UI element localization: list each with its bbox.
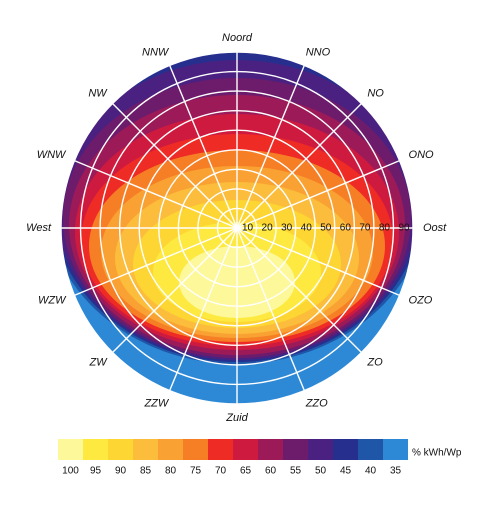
tilt-label-90: 90 [398,223,410,234]
tilt-label-40: 40 [301,223,313,234]
direction-label-NNO: NNO [306,46,331,58]
grid-spoke-ONO [236,160,400,229]
tilt-label-30: 30 [281,223,293,234]
legend-label-35: 35 [390,466,402,477]
grid-spoke-ZZW [169,227,238,391]
grid-spoke-NO [236,103,362,229]
direction-label-WNW: WNW [37,149,67,161]
grid-spoke-NNW [169,65,238,229]
grid-spoke-NNO [236,65,305,229]
direction-label-ONO: ONO [409,149,435,161]
direction-label-NW: NW [88,88,108,100]
grid-spoke-NW [112,103,238,229]
direction-label-ZW: ZW [89,356,109,368]
tilt-label-10: 10 [242,223,254,234]
grid-spoke-ZW [112,227,238,353]
legend-label-100: 100 [62,466,79,477]
legend-swatch-75 [183,439,208,460]
legend-swatch-45 [333,439,358,460]
legend-swatch-60 [258,439,283,460]
legend-swatch-50 [308,439,333,460]
legend-swatch-35 [383,439,408,460]
legend-label-80: 80 [165,466,177,477]
grid-spoke-ZZO [236,227,305,391]
legend-label-60: 60 [265,466,277,477]
legend-label-85: 85 [140,466,152,477]
legend-label-50: 50 [315,466,327,477]
tilt-label-50: 50 [320,223,332,234]
direction-label-West: West [26,222,52,234]
grid-spoke-ZO [236,227,362,353]
tilt-label-70: 70 [359,223,371,234]
legend-swatch-40 [358,439,383,460]
polar-grid [60,51,414,405]
legend-swatch-85 [133,439,158,460]
legend-swatch-80 [158,439,183,460]
tilt-tick-labels: 10 20 30 40 50 60 70 80 90 [242,223,410,234]
legend-label-65: 65 [240,466,252,477]
direction-label-OZO: OZO [409,295,433,307]
legend-swatch-55 [283,439,308,460]
direction-label-Zuid: Zuid [225,412,248,424]
legend-label-40: 40 [365,466,377,477]
legend-swatch-95 [83,439,108,460]
plot-area: 10 20 30 40 50 60 70 80 90 Noord NNO NO ONO Oost OZO Z… [26,32,447,424]
tilt-label-60: 60 [340,223,352,234]
legend-label-55: 55 [290,466,302,477]
grid-spoke-WNW [74,160,238,229]
legend: 100 95 90 85 80 75 70 65 60 55 50 45 40 35 % kWh/Wp [58,439,462,477]
direction-label-ZZO: ZZO [305,397,328,409]
direction-label-Noord: Noord [222,32,253,44]
legend-label-70: 70 [215,466,227,477]
legend-label-95: 95 [90,466,102,477]
direction-label-WZW: WZW [38,295,67,307]
legend-label-45: 45 [340,466,352,477]
direction-labels: Noord NNO NO ONO Oost OZO ZO ZZO Zuid ZZW ZW WZW Wes… [26,32,447,424]
grid-spoke-WZW [74,227,238,296]
direction-label-Oost: Oost [423,222,447,234]
legend-label-90: 90 [115,466,127,477]
legend-swatch-90 [108,439,133,460]
legend-swatch-100 [58,439,83,460]
tilt-label-20: 20 [262,223,274,234]
grid-spoke-OZO [236,227,400,296]
legend-swatch-65 [233,439,258,460]
direction-label-ZO: ZO [366,356,383,368]
legend-swatches [58,439,408,460]
direction-label-NO: NO [367,88,384,100]
legend-label-75: 75 [190,466,202,477]
legend-swatch-70 [208,439,233,460]
legend-labels: 100 95 90 85 80 75 70 65 60 55 50 45 40 35 [62,466,401,477]
legend-unit: % kWh/Wp [412,448,462,459]
tilt-label-80: 80 [379,223,391,234]
direction-label-NNW: NNW [142,46,170,58]
direction-label-ZZW: ZZW [143,397,169,409]
